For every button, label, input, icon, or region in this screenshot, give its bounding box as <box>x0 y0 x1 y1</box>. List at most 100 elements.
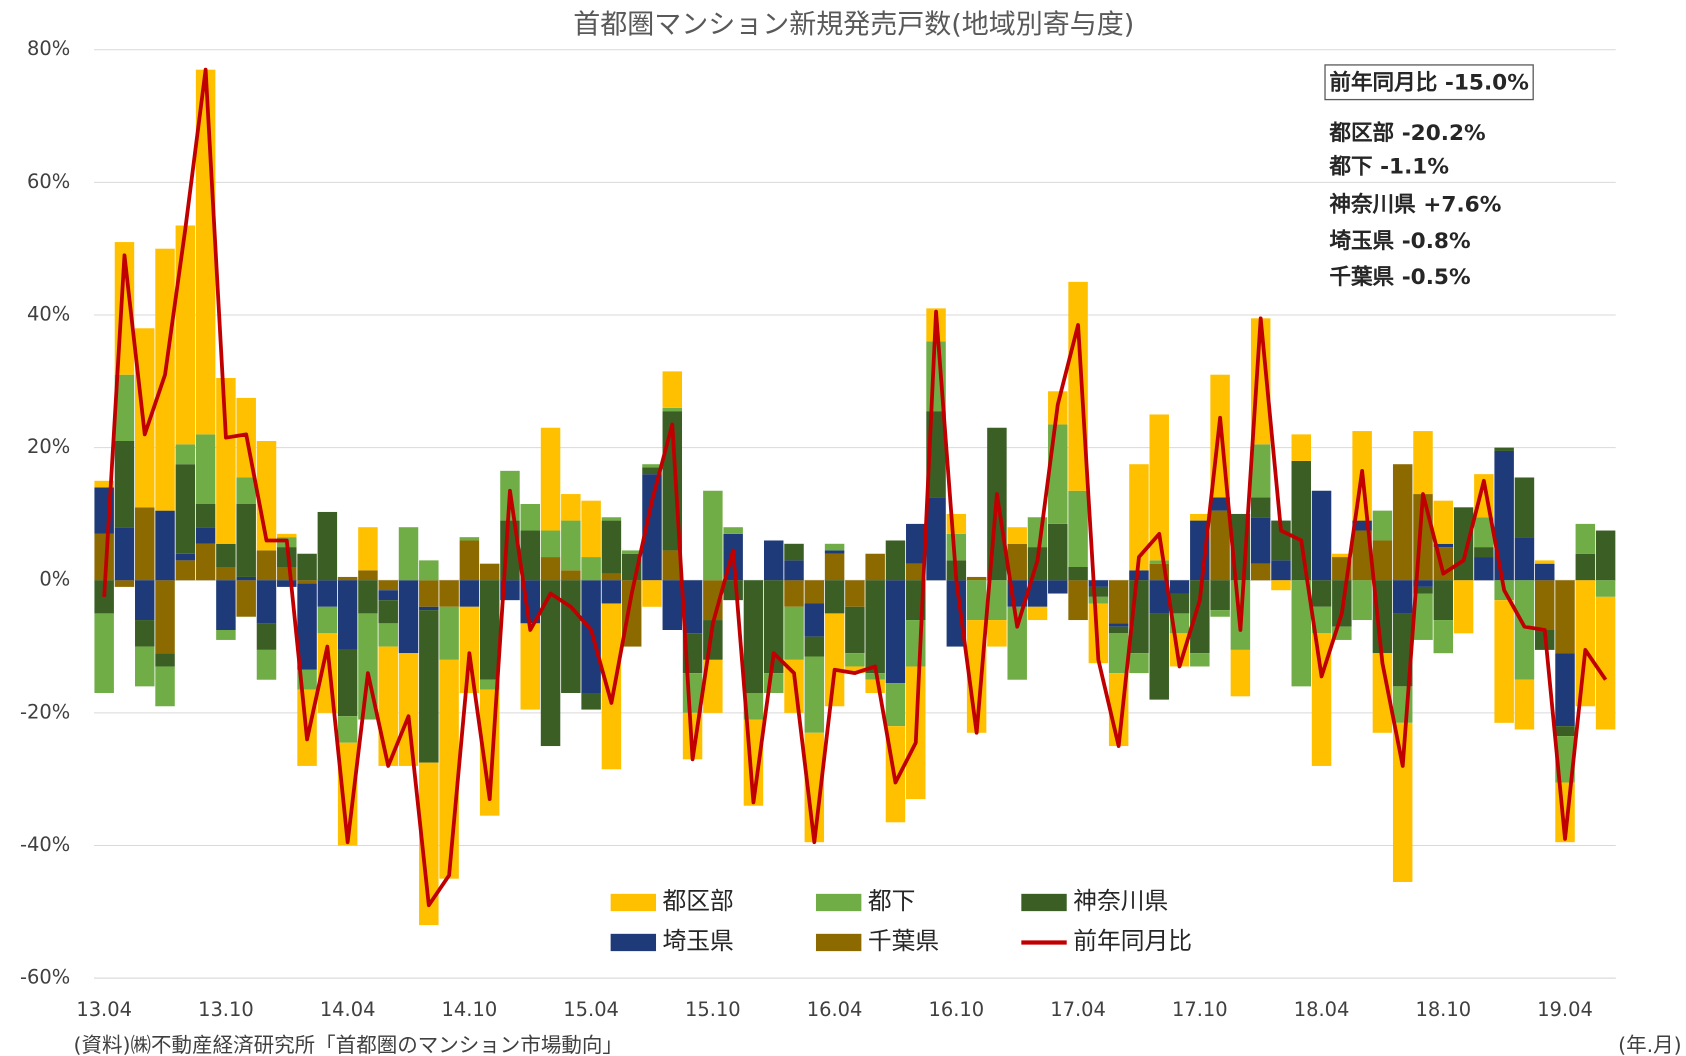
bar-segment <box>561 580 581 693</box>
bar-segment <box>1149 414 1169 561</box>
bar-segment <box>439 659 459 879</box>
bar-segment <box>662 550 683 581</box>
bar-segment <box>845 666 865 674</box>
bar-segment <box>1534 563 1555 581</box>
bar-segment <box>337 576 358 581</box>
bar-segment <box>297 583 317 670</box>
bar-segment <box>114 374 135 442</box>
bar-segment <box>1352 530 1372 581</box>
bar-segment <box>195 504 216 528</box>
bar-segment <box>1474 517 1494 548</box>
bar-segment <box>419 762 439 926</box>
bar-segment <box>1068 580 1088 621</box>
bar-segment <box>378 590 398 601</box>
bar-segment <box>1433 543 1454 548</box>
bar-segment <box>1291 460 1311 581</box>
bar-segment <box>1332 553 1352 558</box>
bar-segment <box>723 527 743 534</box>
bar-segment <box>662 371 683 408</box>
y-tick-label: 80% <box>27 37 70 60</box>
bar-segment <box>906 563 926 581</box>
x-tick-label: 19.04 <box>1537 998 1593 1021</box>
bar-segment <box>520 623 540 710</box>
bar-segment <box>1129 653 1149 674</box>
bar-segment <box>277 580 297 587</box>
bar-segment <box>175 225 196 445</box>
bar-segment <box>540 530 561 558</box>
bar-segment <box>784 606 804 660</box>
bar-segment <box>1291 580 1311 687</box>
bar-segment <box>337 580 358 650</box>
bar-segment <box>135 620 155 647</box>
bar-segment <box>1271 560 1291 581</box>
bar-segment <box>723 580 743 601</box>
legend-swatch <box>610 933 657 952</box>
bar-segment <box>1534 560 1555 564</box>
bar-segment <box>256 580 277 624</box>
bar-segment <box>804 580 825 604</box>
bar-segment <box>256 649 277 680</box>
bar-segment <box>398 527 419 581</box>
bar-segment <box>824 580 845 614</box>
legend-swatch <box>815 933 862 952</box>
y-tick-label: -60% <box>20 966 70 989</box>
bar-segment <box>1311 606 1332 634</box>
bar-segment <box>642 580 662 607</box>
bar-segment <box>642 467 662 475</box>
x-tick-label: 15.04 <box>563 998 619 1021</box>
annotation-box <box>1324 64 1534 101</box>
bar-segment <box>175 553 196 561</box>
bar-segment <box>1169 580 1190 594</box>
bar-segment <box>114 580 135 587</box>
bar-segment <box>1108 633 1129 674</box>
bar-segment <box>337 742 358 846</box>
bar-segment <box>1250 444 1271 498</box>
bar-segment <box>1453 580 1474 634</box>
bar-segment <box>439 580 459 607</box>
bar-segment <box>885 683 906 727</box>
bar-segment <box>906 523 926 564</box>
bar-segment <box>662 407 683 412</box>
bar-segment <box>540 427 561 531</box>
bar-segment <box>865 580 885 674</box>
bar-segment <box>94 580 114 614</box>
bar-segment <box>743 580 764 693</box>
bar-segment <box>1088 580 1109 587</box>
bar-segment <box>1210 580 1230 611</box>
x-tick-label: 18.10 <box>1415 998 1471 1021</box>
bar-segment <box>1494 600 1514 723</box>
y-tick-label: 60% <box>27 170 70 193</box>
y-tick-label: 20% <box>27 435 70 458</box>
bar-segment <box>946 513 967 534</box>
bar-segment <box>135 646 155 687</box>
bar-segment <box>1514 679 1535 730</box>
bar-segment <box>1068 281 1088 491</box>
bar-segment <box>520 530 540 581</box>
x-tick-label: 17.10 <box>1172 998 1228 1021</box>
bar-segment <box>621 550 642 554</box>
bar-segment <box>601 573 622 581</box>
bar-segment <box>784 580 804 607</box>
bar-segment <box>703 659 723 713</box>
x-tick-label: 16.04 <box>807 998 863 1021</box>
bar-segment <box>1027 580 1048 607</box>
bar-segment <box>419 610 439 763</box>
y-tick-label: 0% <box>39 568 70 591</box>
bar-segment <box>561 520 581 571</box>
bar-segment <box>398 653 419 766</box>
bar-segment <box>520 504 540 531</box>
bar-segment <box>297 553 317 581</box>
bar-segment <box>256 623 277 650</box>
bar-segment <box>1149 560 1169 564</box>
legend-label: 都区部 <box>663 887 734 915</box>
bar-segment <box>479 563 500 581</box>
bar-segment <box>1474 557 1494 581</box>
bar-segment <box>1392 613 1413 687</box>
legend-swatch <box>815 893 862 912</box>
bar-segment <box>135 580 155 621</box>
bar-segment <box>824 543 845 551</box>
bar-segment <box>763 580 784 674</box>
line-series <box>102 67 1608 908</box>
